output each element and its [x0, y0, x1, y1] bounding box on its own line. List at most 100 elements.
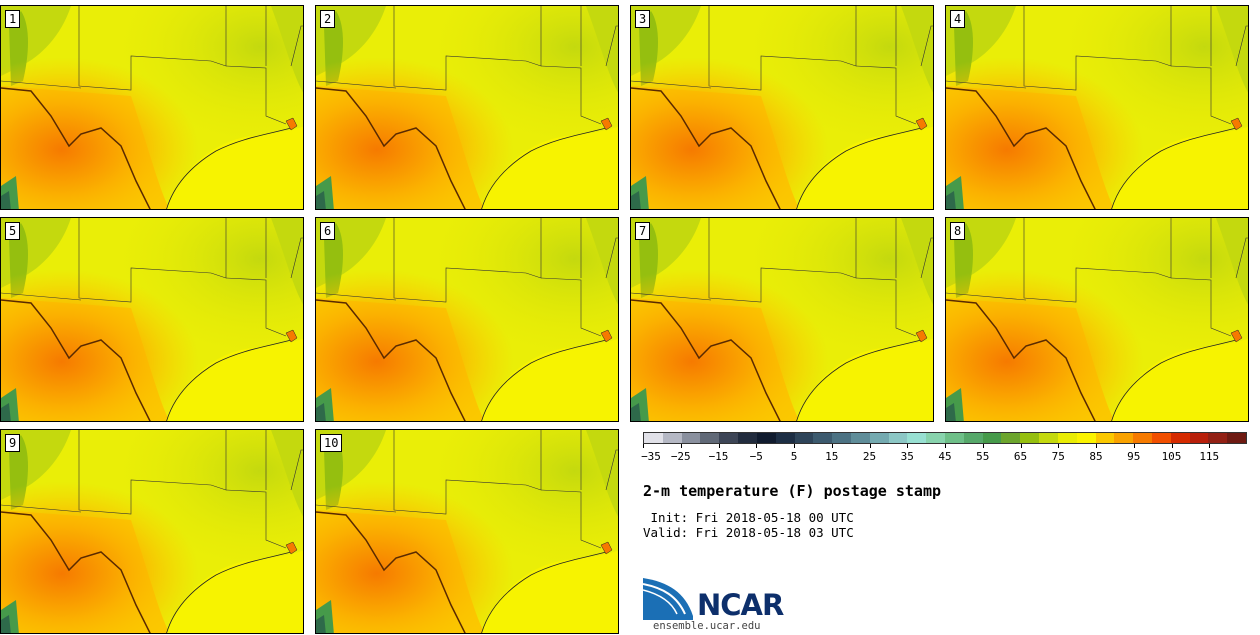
colorbar-tick-label: 5 [790, 450, 798, 463]
colorbar-swatch [738, 433, 757, 443]
colorbar-tick [1096, 444, 1097, 448]
colorbar-tick [907, 444, 909, 448]
member-panel-10: 10 [315, 429, 619, 634]
colorbar-tick [643, 444, 644, 448]
member-number: 3 [635, 10, 651, 28]
colorbar-tick-label: 85 [1089, 450, 1103, 463]
colorbar-swatch [662, 433, 682, 443]
member-number: 10 [320, 434, 343, 452]
colorbar-swatch [1095, 433, 1115, 443]
member-panel-8: 8 [945, 217, 1249, 422]
colorbar-tick [1058, 444, 1060, 448]
member-number: 9 [5, 434, 21, 452]
colorbar-tick [680, 444, 682, 448]
colorbar-tick-label: 15 [825, 450, 839, 463]
colorbar-swatch [1076, 433, 1096, 443]
colorbar-swatch [1001, 433, 1021, 443]
member-number: 4 [950, 10, 966, 28]
colorbar-tick [869, 444, 871, 448]
colorbar-swatch [907, 433, 927, 443]
colorbar-tick-label: 65 [1013, 450, 1028, 463]
member-panel-6: 6 [315, 217, 619, 422]
colorbar-tick [1020, 444, 1022, 448]
member-panel-7: 7 [630, 217, 934, 422]
colorbar-tick [1133, 444, 1135, 448]
temperature-map [316, 6, 618, 209]
temperature-map [946, 218, 1248, 421]
colorbar-tick-label: 45 [938, 450, 952, 463]
temperature-map [1, 430, 303, 633]
member-panel-3: 3 [630, 5, 934, 210]
colorbar-tick [831, 444, 833, 448]
member-panel-5: 5 [0, 217, 304, 422]
temperature-map [316, 218, 618, 421]
colorbar-tick [1171, 444, 1173, 448]
colorbar-tick-label: 105 [1161, 450, 1182, 463]
colorbar [643, 432, 1247, 444]
colorbar-swatch [926, 433, 945, 443]
colorbar-swatch [1227, 433, 1246, 443]
colorbar-tick-label: −15 [708, 450, 729, 463]
colorbar-tick-label: −35 [641, 450, 661, 463]
colorbar-swatch [1189, 433, 1209, 443]
colorbar-tick-label: 35 [900, 450, 914, 463]
colorbar-tick-label: 115 [1199, 450, 1220, 463]
temperature-map [316, 430, 618, 633]
member-number: 2 [320, 10, 336, 28]
colorbar-tick-label: 55 [976, 450, 990, 463]
member-panel-1: 1 [0, 5, 304, 210]
temperature-map [946, 6, 1248, 209]
colorbar-tick-label: 75 [1051, 450, 1065, 463]
colorbar-tick [945, 444, 946, 448]
colorbar-tick-label: 25 [862, 450, 877, 463]
colorbar-swatch [813, 433, 833, 443]
colorbar-tick-label: 95 [1127, 450, 1141, 463]
colorbar-swatch [832, 433, 851, 443]
colorbar-swatch [1133, 433, 1152, 443]
colorbar-swatch [1039, 433, 1058, 443]
member-panel-4: 4 [945, 5, 1249, 210]
colorbar-swatch [1208, 433, 1228, 443]
colorbar-swatch [775, 433, 795, 443]
colorbar-tick-labels: −35 −25 −15 −5 5 15 25 35 45 55 65 75 85 95 105 115 [641, 450, 1247, 464]
colorbar-swatch [794, 433, 814, 443]
colorbar-swatch [1057, 433, 1077, 443]
colorbar-tick [794, 444, 795, 448]
colorbar-swatch [869, 433, 889, 443]
colorbar-tick-label: −25 [670, 450, 691, 463]
colorbar-swatch [1114, 433, 1134, 443]
colorbar-swatch [756, 433, 776, 443]
temperature-map [631, 218, 933, 421]
ncar-logo-icon [643, 578, 693, 620]
colorbar-swatch [1151, 433, 1171, 443]
temperature-map [631, 6, 933, 209]
colorbar-swatch [681, 433, 701, 443]
member-number: 7 [635, 222, 651, 240]
colorbar-tick-label: −5 [749, 450, 763, 463]
colorbar-swatch [963, 433, 983, 443]
colorbar-swatch [982, 433, 1002, 443]
ncar-logo-text: NCAR [697, 588, 784, 622]
temperature-map [1, 6, 303, 209]
colorbar-swatch [700, 433, 720, 443]
colorbar-swatch [719, 433, 739, 443]
colorbar-tick [1209, 444, 1211, 448]
colorbar-tick [718, 444, 720, 448]
colorbar-swatch [850, 433, 870, 443]
colorbar-tick [756, 444, 758, 448]
member-panel-2: 2 [315, 5, 619, 210]
temperature-map [1, 218, 303, 421]
init-time: Init: Fri 2018-05-18 00 UTC [643, 510, 854, 525]
ensemble-url: ensemble.ucar.edu [653, 620, 761, 632]
colorbar-swatch [1170, 433, 1190, 443]
colorbar-swatch [1020, 433, 1040, 443]
colorbar-swatch [644, 433, 663, 443]
member-number: 5 [5, 222, 21, 240]
valid-time: Valid: Fri 2018-05-18 03 UTC [643, 525, 854, 540]
member-number: 8 [950, 222, 966, 240]
colorbar-swatch [888, 433, 908, 443]
member-number: 6 [320, 222, 336, 240]
member-number: 1 [5, 10, 21, 28]
colorbar-tick [982, 444, 984, 448]
member-panel-9: 9 [0, 429, 304, 634]
